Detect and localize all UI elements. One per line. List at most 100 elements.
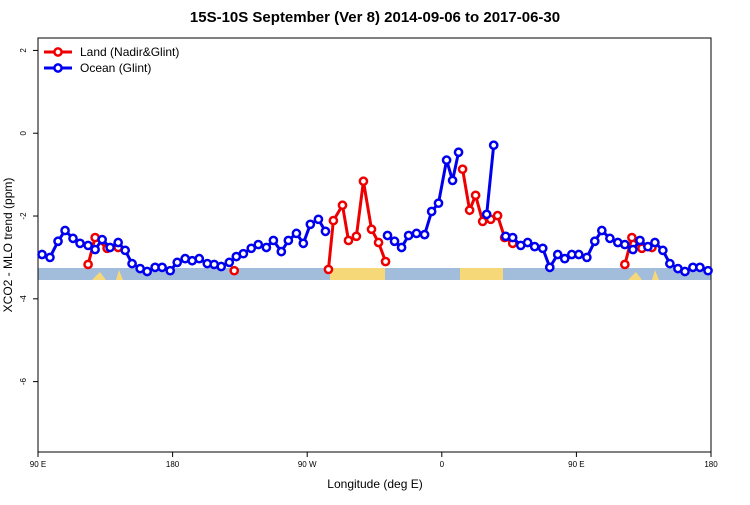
point [488,140,499,151]
point [343,235,354,246]
y-tick-label: -4 [19,295,28,303]
point [657,245,668,256]
point [552,249,563,260]
x-tick-label: 90 E [568,460,584,469]
point [650,237,660,248]
x-axis-label: Longitude (deg E) [327,477,422,491]
point [283,235,294,246]
point [172,257,183,268]
legend-label: Land (Nadir&Glint) [80,45,179,59]
point [83,259,93,270]
point [323,264,334,275]
point [477,216,488,227]
point [53,236,63,247]
point [120,245,131,256]
point [596,225,607,236]
point [216,261,227,272]
y-axis-label: XCO2 - MLO trend (ppm) [1,178,15,313]
point [238,248,249,259]
legend-marker [53,63,63,73]
y-tick-label: -2 [19,212,28,220]
point [453,147,464,158]
point [194,253,205,264]
point [419,229,430,240]
point [37,249,47,260]
point [380,256,391,267]
point [320,226,331,237]
point [680,266,690,277]
point [492,210,503,221]
point [522,237,533,248]
point [157,262,167,273]
point [358,176,369,187]
point [403,230,414,241]
point [411,228,422,239]
point [366,224,377,235]
point [224,257,235,268]
point [313,214,324,225]
point [447,175,458,186]
point [68,233,78,244]
point [695,262,705,273]
point [582,252,592,263]
point [90,244,100,255]
point [481,209,492,220]
point [373,237,384,248]
x-tick-label: 180 [704,460,718,469]
series-line [41,145,709,274]
point [537,243,548,254]
y-tick-label: -6 [19,378,28,386]
point [382,230,393,241]
point [470,190,481,201]
point [464,205,475,216]
point [628,244,638,255]
point [620,259,630,270]
legend-label: Ocean (Glint) [80,61,151,75]
point [60,225,70,236]
point [643,241,653,252]
point [441,155,452,165]
point [665,258,675,269]
point [457,164,468,175]
point [97,234,108,245]
point [83,240,93,251]
point [426,206,437,217]
point [253,239,264,250]
point [389,236,400,247]
point [627,232,637,243]
point [589,236,600,247]
point [229,265,240,276]
point [620,239,630,250]
point [703,265,713,276]
point [573,249,584,260]
point [559,253,570,264]
point [127,258,137,269]
point [529,241,540,252]
point [276,246,287,257]
point [105,242,115,253]
y-tick-label: 2 [19,48,28,53]
point [268,235,279,246]
point [433,198,444,209]
chart-title: 15S-10S September (Ver 8) 2014-09-06 to … [190,9,560,26]
point [337,200,348,211]
point [298,238,309,249]
point [507,232,518,243]
point [246,243,257,254]
point [544,262,555,273]
x-tick-label: 90 E [30,460,46,469]
point [45,252,55,263]
point [291,228,302,239]
point [351,231,362,242]
point [305,219,316,230]
point [142,266,153,277]
y-tick-label: 0 [19,130,28,135]
point [605,233,615,244]
x-tick-label: 180 [166,460,180,469]
x-tick-label: 90 W [298,460,317,469]
point [635,235,645,246]
point [396,242,407,253]
point [261,242,272,253]
point [328,215,339,226]
